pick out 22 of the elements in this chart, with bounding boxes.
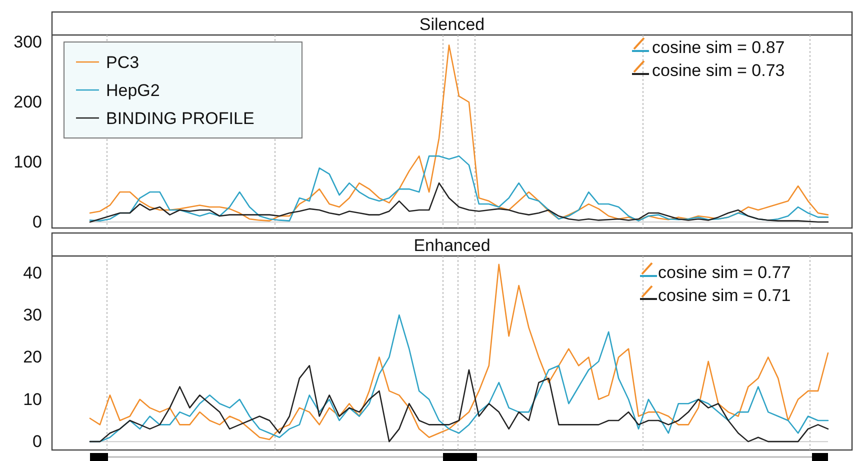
line-series xyxy=(89,182,829,223)
line-series xyxy=(89,155,829,222)
y-tick-label: 200 xyxy=(14,92,42,112)
legend-label: BINDING PROFILE xyxy=(106,109,254,128)
y-tick-label: 300 xyxy=(14,32,42,52)
chart-title: Silenced xyxy=(419,15,485,34)
annotation: cosine sim = 0.71 xyxy=(658,286,791,305)
chart-title: Enhanced xyxy=(414,236,490,255)
y-tick-label: 40 xyxy=(23,263,42,282)
y-tick-label: 100 xyxy=(14,152,42,172)
y-tick-label: 20 xyxy=(23,348,42,367)
line-series xyxy=(89,264,829,440)
y-tick-label: 0 xyxy=(32,432,42,452)
annotation: cosine sim = 0.77 xyxy=(658,263,791,282)
annotation: cosine sim = 0.73 xyxy=(652,61,785,80)
legend-label: HepG2 xyxy=(106,81,160,100)
y-tick-label: 10 xyxy=(23,390,42,409)
line-series xyxy=(89,365,829,442)
y-tick-label: 30 xyxy=(23,305,42,324)
annotation: cosine sim = 0.87 xyxy=(652,38,785,57)
y-tick-label: 0 xyxy=(32,212,42,232)
legend-label: PC3 xyxy=(106,53,140,72)
